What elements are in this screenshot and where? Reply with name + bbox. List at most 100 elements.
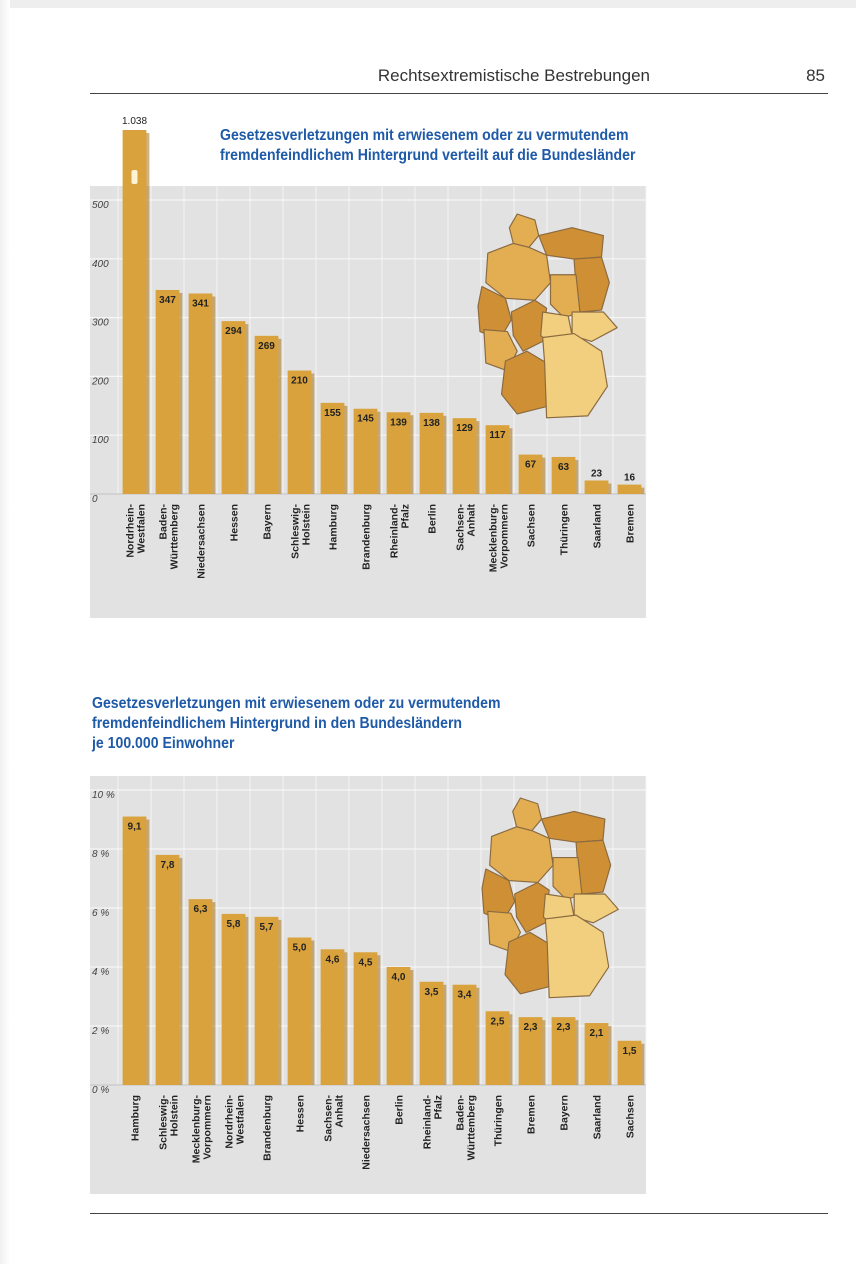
chart1-axis-break-mark	[131, 170, 138, 184]
chart2-bar-value-label: 5,8	[227, 919, 241, 930]
chart1-y-tick-label: 0	[92, 494, 98, 505]
chart2-y-tick-label: 0 %	[92, 1085, 109, 1096]
chart1-bar	[320, 402, 345, 494]
chart2-bar-value-label: 5,0	[293, 943, 307, 954]
chart1-x-category-label: Niedersachsen	[196, 504, 208, 579]
page-number: 85	[806, 66, 825, 85]
chart1-x-category-label: Rheinland-Pfalz	[389, 503, 412, 558]
chart1-x-category-label: Brandenburg	[361, 504, 373, 570]
chart1-map-region-by	[542, 332, 608, 419]
chart1-bar	[353, 408, 378, 494]
chart2-bar	[320, 949, 345, 1085]
chart2-bar	[386, 967, 411, 1085]
chart1-x-category-label: Schleswig-Holstein	[290, 504, 313, 559]
chart1-x-category-label: Hamburg	[328, 504, 340, 550]
chart1-x-category-label: Berlin	[427, 504, 439, 534]
chart2-bar	[584, 1023, 609, 1085]
chart2-x-category-label: Nordrhein-Westfalen	[224, 1095, 247, 1149]
chart2-x-category-label: Baden-Württemberg	[455, 1095, 478, 1161]
chart1-x-category-label: Saarland	[592, 504, 604, 548]
chart2-x-category-label: Niedersachsen	[361, 1095, 373, 1170]
chart1-title: Gesetzesverletzungen mit erwiesenem oder…	[220, 126, 635, 166]
chart1-bar-value-label: 129	[456, 423, 473, 434]
chart1-bar	[386, 412, 411, 494]
chart2-x-category-label: Hessen	[295, 1095, 307, 1132]
chart1-bar-value-label: 145	[357, 414, 374, 425]
chart2-bar-value-label: 4,6	[326, 954, 340, 965]
chart1-bar	[452, 418, 477, 494]
chart1-bar	[221, 321, 246, 494]
chart2-x-category-label: Sachsen-Anhalt	[323, 1094, 346, 1141]
chart1-bar-value-label: 269	[258, 341, 275, 352]
chart2-bar-value-label: 4,5	[359, 957, 373, 968]
chart2-bar	[419, 981, 444, 1085]
chart2-x-category-label: Brandenburg	[262, 1095, 274, 1161]
chart1-bar-value-label: 138	[423, 418, 440, 429]
chart1-title-line-2: fremdenfeindlichem Hintergrund verteilt …	[220, 147, 636, 164]
chart1-y-tick-label: 100	[92, 435, 109, 446]
chart2-x-category-label: Sachsen	[625, 1095, 637, 1138]
chart1-bar	[551, 456, 576, 494]
chart1-bar	[419, 412, 444, 494]
chart2-bar	[254, 916, 279, 1085]
chart2-x-category-label: Hamburg	[130, 1095, 142, 1141]
chart2-y-tick-label: 2 %	[91, 1026, 109, 1037]
chart1-x-category-label: Baden-Württemberg	[158, 504, 181, 570]
chart2-title-line-3: je 100.000 Einwohner	[92, 735, 235, 752]
chart2-bar-value-label: 9,1	[128, 822, 142, 833]
chart1-bar-value-label: 117	[489, 430, 506, 441]
chart1-bar-value-label: 155	[324, 408, 341, 419]
chart2-title-line-1: Gesetzesverletzungen mit erwiesenem oder…	[92, 695, 501, 712]
chart1-x-category-label: Thüringen	[559, 504, 571, 555]
chart2-x-category-label: Bayern	[559, 1095, 571, 1131]
chart2-x-category-label: Mecklenburg-Vorpommern	[191, 1095, 214, 1164]
chart2-bar	[617, 1040, 642, 1085]
chart1-bar	[584, 480, 609, 494]
chart2-title: Gesetzesverletzungen mit erwiesenem oder…	[92, 694, 500, 754]
chart2-x-category-label: Saarland	[592, 1095, 604, 1139]
chart2-bar-value-label: 2,3	[524, 1022, 538, 1033]
chart1-x-category-label: Mecklenburg-Vorpommern	[488, 504, 511, 573]
chart1-bar	[518, 454, 543, 494]
chart2-x-category-label: Schleswig-Holstein	[158, 1095, 181, 1150]
chart1-bar	[188, 293, 213, 494]
scan-edge	[0, 0, 856, 8]
chart1-bar	[254, 335, 279, 494]
chart1-bar	[155, 289, 180, 494]
chart2-bar-value-label: 6,3	[194, 904, 208, 915]
chart2-bar-value-label: 7,8	[161, 860, 175, 871]
scan-shadow	[0, 0, 10, 1264]
chart2-bar	[452, 984, 477, 1085]
chart2-bar-value-label: 3,4	[458, 990, 472, 1001]
chart1-x-category-label: Nordrhein-Westfalen	[125, 504, 148, 558]
chart2-map-region-sn	[573, 893, 619, 924]
chart1-bar-value-label: 67	[525, 460, 537, 471]
chart2-x-category-label: Rheinland-Pfalz	[422, 1094, 445, 1149]
chart1-bar-value-label: 347	[159, 295, 176, 306]
chart2-germany-map	[481, 797, 619, 999]
chart1-bar-value-label: 1.038	[122, 116, 147, 127]
chart1-title-line-1: Gesetzesverletzungen mit erwiesenem oder…	[220, 127, 629, 144]
chart1-bar	[617, 484, 642, 494]
chart1-bar-value-label: 139	[390, 417, 407, 428]
chart1-bar	[122, 130, 147, 494]
chart2-bar	[518, 1017, 543, 1085]
header-rule	[90, 93, 828, 94]
chart1-x-category-label: Sachsen	[526, 504, 538, 547]
chart2-x-category-label: Berlin	[394, 1095, 406, 1125]
chart2-bar-value-label: 1,5	[623, 1046, 637, 1057]
chart1-bar	[485, 425, 510, 494]
chart1-y-tick-label: 300	[92, 318, 109, 329]
chart2-bar	[353, 952, 378, 1085]
running-header-title: Rechtsextremistische Bestrebungen	[377, 66, 650, 85]
chart2-bar-value-label: 4,0	[392, 972, 406, 983]
chart1-bar-value-label: 23	[591, 468, 603, 479]
chart1-bar-value-label: 63	[558, 462, 570, 473]
chart1-bar-value-label: 294	[225, 326, 242, 337]
chart2-bar-value-label: 2,1	[590, 1028, 604, 1039]
chart2-y-tick-label: 10 %	[92, 790, 115, 801]
chart2-bar	[188, 899, 213, 1085]
chart1-germany-map	[477, 213, 618, 419]
chart2-y-tick-label: 8 %	[92, 849, 109, 860]
